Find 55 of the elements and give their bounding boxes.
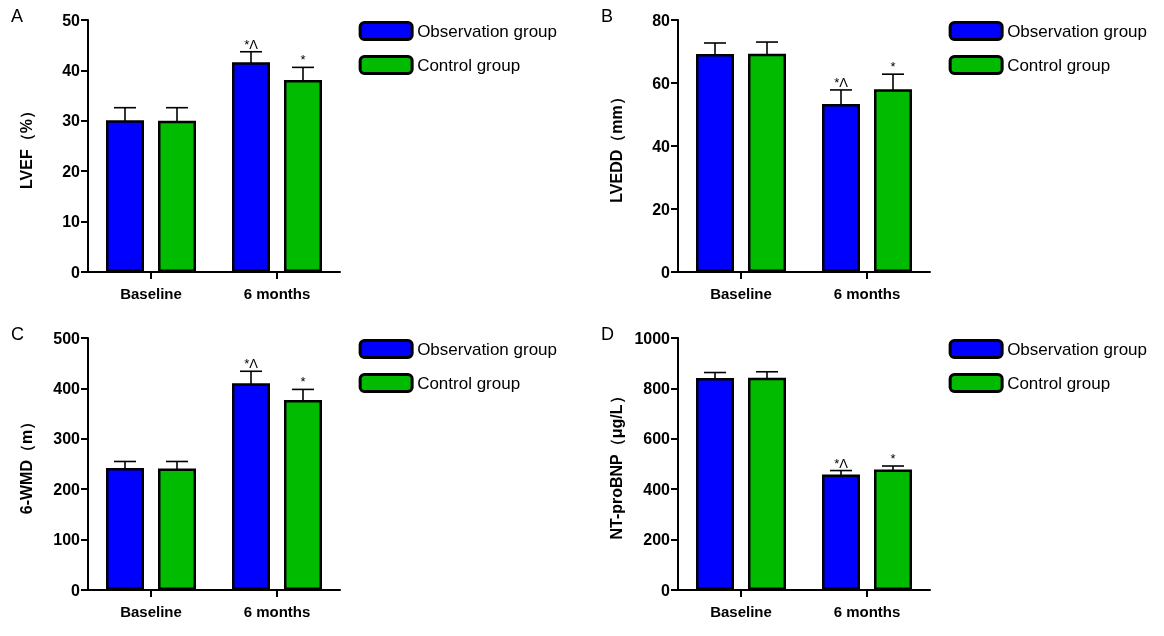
y-tick-label: 20 [62, 162, 81, 180]
annotation: *Λ [244, 356, 259, 372]
x-tick-label: 6 months [243, 285, 311, 302]
legend-label: Observation group [417, 21, 558, 41]
legend-label: Observation group [1007, 21, 1148, 41]
y-tick-label: 500 [53, 329, 81, 347]
y-tick-label: 50 [62, 11, 81, 29]
y-tick-label: 40 [652, 137, 671, 155]
legend-label: Control group [417, 373, 521, 393]
y-tick-label: 1000 [634, 329, 671, 347]
x-tick-label: Baseline [710, 285, 772, 302]
x-tick-label: Baseline [120, 603, 182, 620]
chart-title: B [601, 6, 614, 26]
y-axis-title: LVEDD（mm） [607, 89, 626, 203]
x-tick-label: 6 months [833, 285, 901, 302]
y-tick-label: 80 [652, 11, 671, 29]
y-tick-label: 200 [643, 531, 671, 549]
annotation: * [890, 451, 896, 467]
annotation: *Λ [244, 36, 259, 52]
y-tick-label: 400 [53, 379, 81, 397]
legend-label: Observation group [1007, 339, 1148, 359]
y-tick-label: 200 [53, 480, 81, 498]
y-tick-label: 600 [643, 430, 671, 448]
y-tick-label: 0 [71, 581, 81, 599]
annotation: * [300, 52, 306, 68]
x-tick-label: Baseline [710, 603, 772, 620]
y-tick-label: 300 [53, 430, 81, 448]
chart-title: C [11, 324, 24, 344]
annotation: *Λ [834, 455, 849, 471]
legend-label: Control group [1007, 55, 1111, 75]
legend-label: Control group [417, 55, 521, 75]
chart-title: D [601, 324, 614, 344]
legend-label: Observation group [417, 339, 558, 359]
y-tick-label: 800 [643, 379, 671, 397]
legend-label: Control group [1007, 373, 1111, 393]
y-tick-label: 0 [661, 581, 671, 599]
y-axis-title: NT-proBNP（μg/L） [607, 388, 626, 540]
x-tick-label: Baseline [120, 285, 182, 302]
y-axis-title: LVEF（%） [17, 103, 36, 189]
y-axis-title: 6-WMD（m） [17, 413, 36, 515]
annotation: * [300, 374, 306, 390]
y-tick-label: 10 [62, 213, 81, 231]
y-tick-label: 0 [661, 263, 671, 281]
x-tick-label: 6 months [243, 603, 311, 620]
y-tick-label: 0 [71, 263, 81, 281]
annotation: * [890, 59, 896, 75]
y-tick-label: 30 [62, 112, 81, 130]
annotation: *Λ [834, 74, 849, 90]
y-tick-label: 20 [652, 200, 671, 218]
chart-title: A [11, 6, 24, 26]
x-tick-label: 6 months [833, 603, 901, 620]
y-tick-label: 60 [652, 74, 671, 92]
y-tick-label: 400 [643, 480, 671, 498]
y-tick-label: 100 [53, 531, 81, 549]
y-tick-label: 40 [62, 61, 81, 79]
